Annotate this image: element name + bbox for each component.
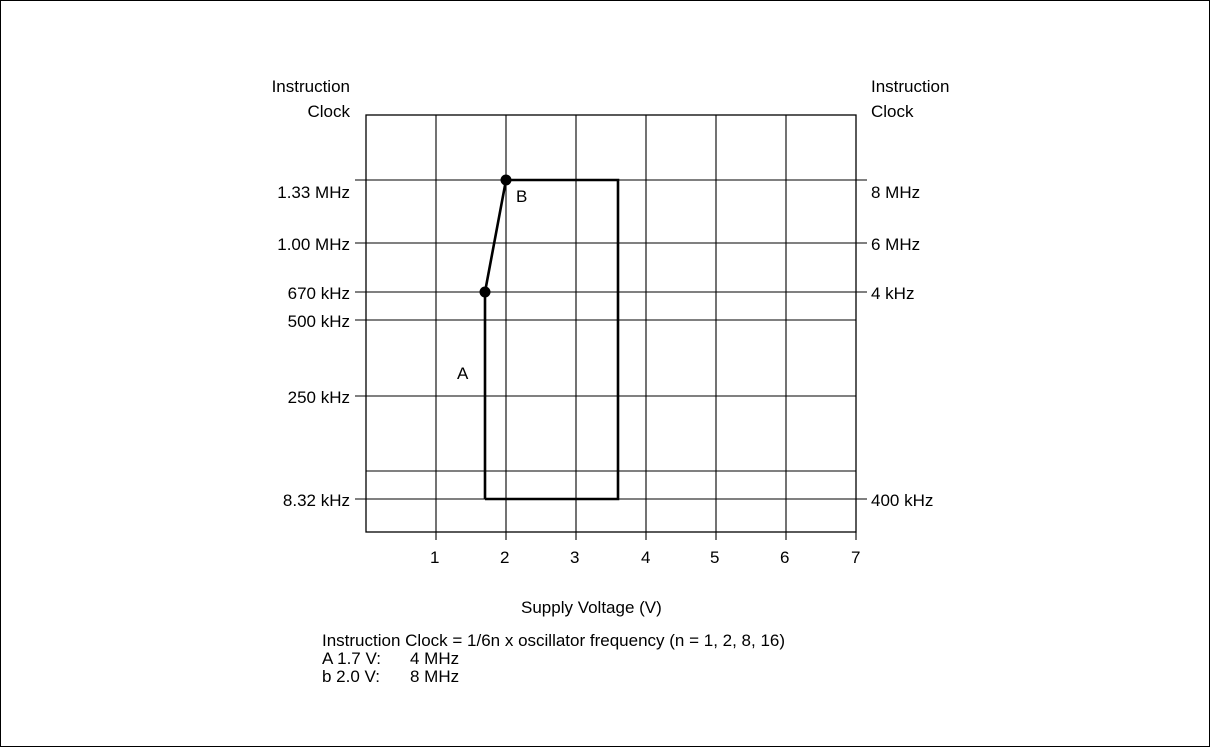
right-tick-label: 8 MHz xyxy=(871,183,921,202)
x-tick-label: 3 xyxy=(570,548,580,567)
left-tick-label: 670 kHz xyxy=(287,284,350,303)
point-label-b: B xyxy=(516,187,528,206)
right-tick-label: 4 kHz xyxy=(871,284,915,303)
grid xyxy=(355,114,867,540)
note-row-a: A 1.7 V: 4 MHz xyxy=(322,650,785,668)
points xyxy=(479,174,512,298)
region-outline xyxy=(483,178,620,501)
right-axis-title-line2: Clock xyxy=(871,102,914,121)
right-axis-title-line1: Instruction xyxy=(871,77,950,96)
chart-notes: Instruction Clock = 1/6n x oscillator fr… xyxy=(322,632,785,686)
x-tick-label: 4 xyxy=(641,548,651,567)
right-tick-label: 400 kHz xyxy=(871,491,934,510)
x-axis-label: Supply Voltage (V) xyxy=(521,598,662,617)
plot-border xyxy=(365,114,857,533)
point-a-marker xyxy=(479,286,491,298)
point-b-marker xyxy=(500,174,512,186)
note-value: 4 MHz xyxy=(410,649,460,668)
note-value: 8 MHz xyxy=(410,667,460,686)
x-tick-label: 1 xyxy=(430,548,440,567)
formula-note: Instruction Clock = 1/6n x oscillator fr… xyxy=(322,631,786,650)
x-tick-label: 2 xyxy=(500,548,510,567)
left-axis-title-line2: Clock xyxy=(307,102,350,121)
left-tick-label: 250 kHz xyxy=(287,388,350,407)
x-tick-label: 7 xyxy=(851,548,861,567)
left-tick-label: 500 kHz xyxy=(287,312,350,331)
operating-region xyxy=(483,178,620,501)
x-tick-label: 5 xyxy=(710,548,720,567)
note-row-b: b 2.0 V: 8 MHz xyxy=(322,668,785,686)
left-tick-label: 1.33 MHz xyxy=(277,183,350,202)
left-axis-title-line1: Instruction xyxy=(271,77,350,96)
point-label-a: A xyxy=(457,364,469,383)
left-tick-label: 1.00 MHz xyxy=(277,235,350,254)
note-key: A 1.7 V: xyxy=(322,649,381,668)
note-key: b 2.0 V: xyxy=(322,667,380,686)
left-tick-label: 8.32 kHz xyxy=(282,491,350,510)
x-tick-label: 6 xyxy=(780,548,790,567)
right-tick-label: 6 MHz xyxy=(871,235,921,254)
